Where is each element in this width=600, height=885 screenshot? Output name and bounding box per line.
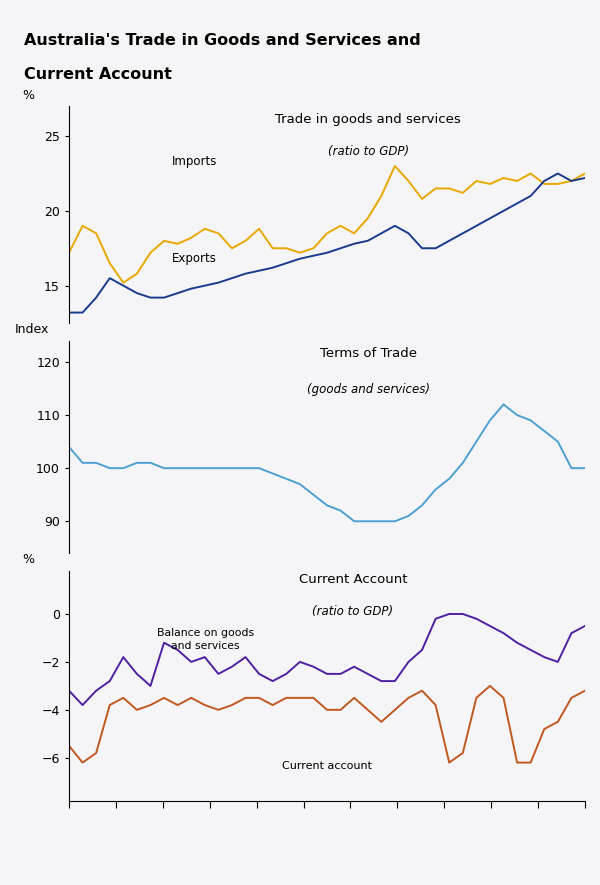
Text: Exports: Exports: [172, 252, 217, 266]
Text: Current account: Current account: [282, 761, 372, 771]
Text: Australia's Trade in Goods and Services and: Australia's Trade in Goods and Services …: [24, 33, 421, 48]
Text: Trade in goods and services: Trade in goods and services: [275, 112, 461, 126]
Text: Current Account: Current Account: [24, 67, 172, 82]
Text: (ratio to GDP): (ratio to GDP): [328, 145, 409, 158]
Text: Imports: Imports: [172, 155, 218, 168]
Text: Balance on goods
and services: Balance on goods and services: [157, 628, 254, 650]
Text: (ratio to GDP): (ratio to GDP): [312, 605, 394, 619]
Text: Index: Index: [15, 323, 49, 336]
Text: Terms of Trade: Terms of Trade: [320, 347, 417, 360]
Text: %: %: [23, 88, 35, 102]
Text: Current Account: Current Account: [299, 573, 407, 586]
Text: (goods and services): (goods and services): [307, 383, 430, 396]
Text: %: %: [23, 553, 35, 566]
